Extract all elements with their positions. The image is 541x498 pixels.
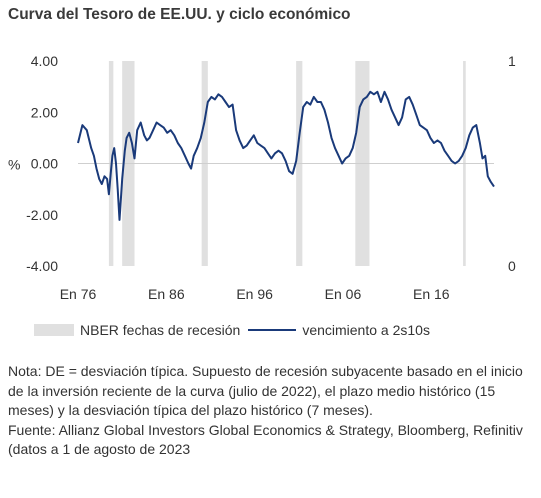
y-axis-label: % <box>8 157 20 173</box>
x-tick-label-4: En 16 <box>413 286 450 302</box>
source-text: Fuente: Allianz Global Investors Global … <box>8 421 523 458</box>
line-chart: 4.002.000.00-2.00-4.00 10 En 76 En 86 En 9… <box>8 53 516 302</box>
y-tick-label-1: 2.00 <box>31 104 58 120</box>
x-tick-label-3: En 06 <box>325 286 362 302</box>
y-tick-label-4: -4.00 <box>26 258 58 274</box>
y2-axis-ticks: 10 <box>508 53 516 274</box>
y-axis-ticks: 4.00 2.00 0.00 -2.00 -4.00 <box>26 53 58 274</box>
footnote: Nota: DE = desviación típica. Supuesto d… <box>8 362 533 460</box>
y-tick-label-2: 0.00 <box>31 156 58 172</box>
x-tick-label-2: En 96 <box>236 286 273 302</box>
legend-series-label: vencimiento a 2s10s <box>302 322 430 338</box>
legend-series-swatch <box>248 329 297 331</box>
x-tick-label-1: En 86 <box>148 286 185 302</box>
series-line-2s10s <box>77 90 495 221</box>
y2-tick-label-0: 1 <box>508 53 516 69</box>
x-axis-ticks: En 76 En 86 En 96 En 06 En 16 <box>60 286 450 302</box>
y-tick-label-3: -2.00 <box>26 207 58 223</box>
note-text: Nota: DE = desviación típica. Supuesto d… <box>8 363 523 418</box>
legend-recession-swatch <box>34 324 74 336</box>
legend-recession-label: NBER fechas de recesión <box>80 322 241 338</box>
y2-tick-label-1: 0 <box>508 258 516 274</box>
x-tick-label-0: En 76 <box>60 286 97 302</box>
chart-title: Curva del Tesoro de EE.UU. y ciclo econó… <box>8 6 351 23</box>
y-tick-label-0: 4.00 <box>31 53 58 69</box>
legend: NBER fechas de recesión vencimiento a 2s… <box>34 322 430 338</box>
